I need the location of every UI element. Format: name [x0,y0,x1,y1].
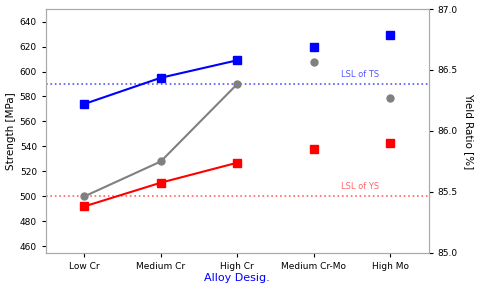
Text: LSL of YS: LSL of YS [341,182,379,191]
X-axis label: Alloy Desig.: Alloy Desig. [204,273,270,284]
Y-axis label: Strength [MPa]: Strength [MPa] [6,92,15,170]
Text: LSL of TS: LSL of TS [341,70,379,79]
Y-axis label: Yield Ratio [%]: Yield Ratio [%] [465,93,474,169]
